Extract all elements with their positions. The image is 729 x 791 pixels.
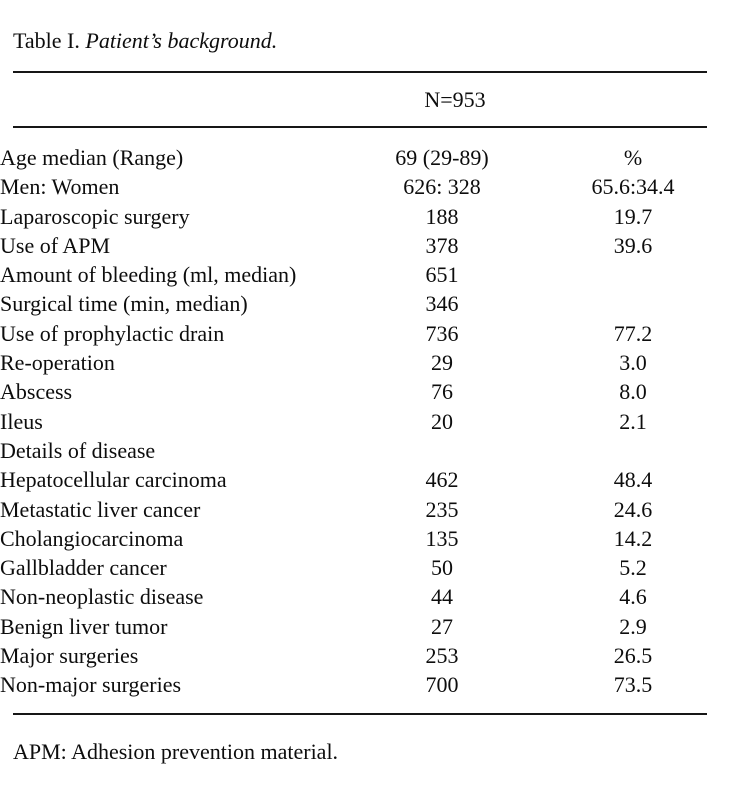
table-row: Age median (Range) 69 (29-89) % xyxy=(0,143,729,172)
row-label: Amount of bleeding (ml, median) xyxy=(0,262,297,288)
paper-table-figure: Table I. Patient’s background. N=953 Age… xyxy=(0,28,729,764)
row-percent xyxy=(572,260,694,289)
table-row: Use of APM 378 39.6 xyxy=(0,231,729,260)
table-header-band: N=953 xyxy=(13,73,707,126)
row-value: 27 xyxy=(431,613,453,639)
row-value: 462 xyxy=(425,467,459,493)
page-title: Table I. Patient’s background. xyxy=(13,28,729,54)
row-label: Age median (Range) xyxy=(0,145,184,170)
table-row: Cholangiocarcinoma 135 14.2 xyxy=(0,524,729,553)
row-percent: 48.4 xyxy=(613,467,653,493)
row-percent: % xyxy=(623,145,643,170)
row-label: Details of disease xyxy=(0,437,156,463)
row-label: Use of prophylactic drain xyxy=(0,320,225,346)
table-footnote: APM: Adhesion prevention material. xyxy=(13,738,339,764)
row-value: 44 xyxy=(431,584,453,610)
row-percent: 65.6:34.4 xyxy=(591,174,675,200)
row-label: Laparoscopic surgery xyxy=(0,203,190,229)
table-row: Benign liver tumor 27 2.9 xyxy=(0,612,729,641)
row-percent: 3.0 xyxy=(619,350,647,376)
row-value: 20 xyxy=(431,408,453,434)
row-percent: 5.2 xyxy=(619,555,647,581)
top-rule xyxy=(13,71,707,73)
table-row: Metastatic liver cancer 235 24.6 xyxy=(0,495,729,524)
row-label: Hepatocellular carcinoma xyxy=(0,467,227,493)
bottom-rule xyxy=(13,712,707,715)
row-percent: 19.7 xyxy=(613,203,653,229)
table-row: Details of disease xyxy=(0,436,729,465)
row-value: 135 xyxy=(425,525,459,551)
row-label: Non-major surgeries xyxy=(0,672,182,698)
row-label: Non-neoplastic disease xyxy=(0,584,204,610)
table-row: Hepatocellular carcinoma 462 48.4 xyxy=(0,465,729,494)
row-value: 76 xyxy=(431,379,453,405)
table-row: Abscess 76 8.0 xyxy=(0,377,729,406)
row-value: 253 xyxy=(425,643,459,669)
table-body: Age median (Range) 69 (29-89) % Men: Wom… xyxy=(0,128,729,700)
row-percent: 26.5 xyxy=(613,643,653,669)
row-label: Abscess xyxy=(0,379,73,405)
table-row: Surgical time (min, median) 346 xyxy=(0,289,729,318)
row-label: Metastatic liver cancer xyxy=(0,496,201,522)
table-row: Non-neoplastic disease 44 4.6 xyxy=(0,582,729,611)
header-rule xyxy=(13,126,707,128)
row-value: 651 xyxy=(425,262,459,288)
n-column-header: N=953 xyxy=(424,86,486,112)
row-label: Men: Women xyxy=(0,174,120,200)
row-percent: 14.2 xyxy=(613,525,653,551)
row-percent: 2.1 xyxy=(619,408,647,434)
row-label: Cholangiocarcinoma xyxy=(0,525,184,551)
table-row: Amount of bleeding (ml, median) 651 xyxy=(0,260,729,289)
row-value: 346 xyxy=(425,291,459,317)
row-percent: 77.2 xyxy=(613,320,653,346)
row-value: 736 xyxy=(425,320,459,346)
row-percent: 39.6 xyxy=(613,232,653,258)
row-percent: 2.9 xyxy=(619,613,647,639)
table-title-prefix: Table I. xyxy=(13,28,80,53)
table-row: Non-major surgeries 700 73.5 xyxy=(0,670,729,699)
table-row: Laparoscopic surgery 188 19.7 xyxy=(0,202,729,231)
row-percent xyxy=(572,289,694,318)
row-percent xyxy=(572,436,694,465)
row-value xyxy=(312,436,572,465)
row-label: Surgical time (min, median) xyxy=(0,291,248,317)
table-row: Major surgeries 253 26.5 xyxy=(0,641,729,670)
row-label: Benign liver tumor xyxy=(0,613,168,639)
row-value: 69 (29-89) xyxy=(395,145,489,170)
table-row: Re-operation 29 3.0 xyxy=(0,348,729,377)
row-value: 700 xyxy=(425,672,459,698)
row-label: Major surgeries xyxy=(0,643,139,669)
row-percent: 24.6 xyxy=(613,496,653,522)
row-percent: 4.6 xyxy=(619,584,647,610)
row-value: 235 xyxy=(425,496,459,522)
row-label: Re-operation xyxy=(0,350,115,376)
table-row: Use of prophylactic drain 736 77.2 xyxy=(0,319,729,348)
row-value: 29 xyxy=(431,350,453,376)
row-label: Gallbladder cancer xyxy=(0,555,167,581)
row-percent: 73.5 xyxy=(613,672,653,698)
row-value: 188 xyxy=(425,203,459,229)
row-value: 378 xyxy=(425,232,459,258)
row-label: Ileus xyxy=(0,408,43,434)
row-label: Use of APM xyxy=(0,232,111,258)
table-row: Gallbladder cancer 50 5.2 xyxy=(0,553,729,582)
row-percent: 8.0 xyxy=(619,379,647,405)
row-value: 626: 328 xyxy=(403,174,481,200)
row-value: 50 xyxy=(431,555,453,581)
table-row: Ileus 20 2.1 xyxy=(0,407,729,436)
table-title-italic: Patient’s background. xyxy=(85,28,278,53)
table-row: Men: Women 626: 328 65.6:34.4 xyxy=(0,172,729,201)
